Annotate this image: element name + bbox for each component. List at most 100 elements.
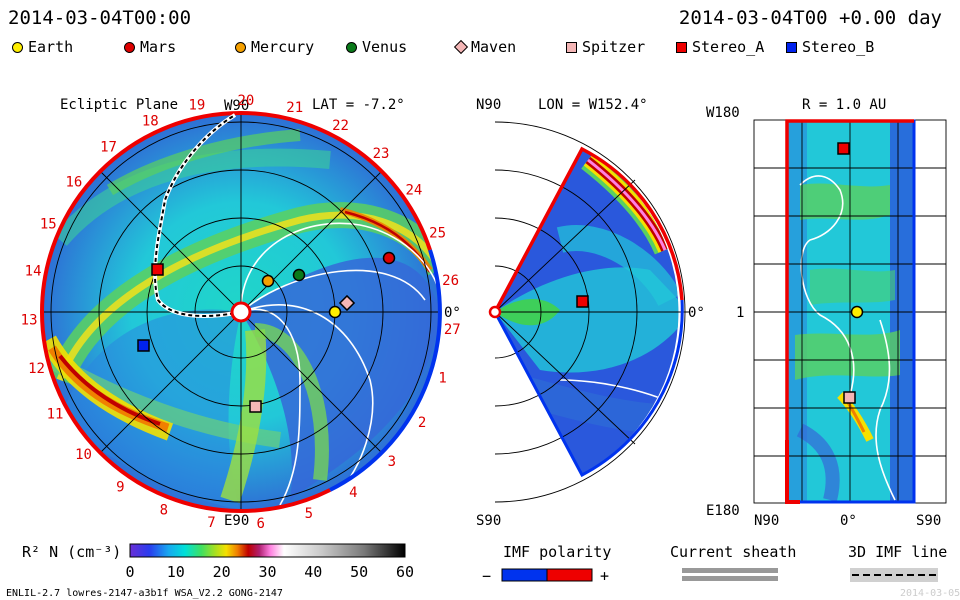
ecliptic-plane-panel: Ecliptic Plane W90 E90 0° LAT = -7.2° 19… bbox=[21, 93, 461, 532]
colorbar-tick-label: 50 bbox=[350, 563, 368, 581]
ecliptic-lat: LAT = -7.2° bbox=[312, 97, 405, 113]
spitzer-sphere-marker bbox=[843, 391, 856, 404]
current-sheath-legend: Current sheath bbox=[670, 543, 796, 581]
legend-mars: Mars bbox=[124, 38, 176, 56]
sector-label: 7 bbox=[207, 515, 215, 531]
sector-label: 22 bbox=[332, 118, 349, 134]
imf-polarity-title: IMF polarity bbox=[503, 543, 611, 561]
sector-label: 13 bbox=[21, 312, 38, 328]
legend-stereo-b: Stereo_B bbox=[786, 38, 874, 56]
sphere-mid-left-label: 1 bbox=[736, 305, 744, 321]
earth-marker-icon bbox=[12, 41, 23, 53]
meridional-bottom-label: S90 bbox=[476, 513, 501, 529]
meridional-right-label: 0° bbox=[688, 305, 705, 321]
mars-marker-icon bbox=[124, 41, 135, 53]
sector-label: 3 bbox=[388, 454, 396, 470]
legend-venus: Venus bbox=[346, 38, 407, 56]
sphere-x-mid-label: 0° bbox=[840, 513, 857, 529]
ecliptic-title: Ecliptic Plane bbox=[60, 97, 178, 113]
imf-line-legend: 3D IMF line bbox=[848, 543, 947, 582]
density-colorbar: R² N (cm⁻³) 0 10 20 30 40 50 60 bbox=[22, 543, 414, 581]
carrington-sector-labels: 19 20 212223242526271234567891011121314151… bbox=[21, 93, 461, 532]
ecliptic-bottom-label: E90 bbox=[224, 513, 249, 529]
colorbar-tick-label: 10 bbox=[167, 563, 185, 581]
model-time-left: 2014-03-04T00:00 bbox=[8, 7, 192, 29]
imf-polarity-legend: IMF polarity − + bbox=[482, 543, 611, 585]
mercury-ecliptic-marker bbox=[261, 274, 275, 288]
earth-ecliptic-marker bbox=[328, 305, 342, 319]
stereo-a-ecliptic-marker bbox=[151, 263, 164, 276]
meridional-top-label: N90 bbox=[476, 97, 501, 113]
sector-label: 8 bbox=[160, 503, 168, 519]
sector-label: 6 bbox=[256, 516, 264, 532]
sector-label: 18 bbox=[142, 113, 159, 129]
venus-ecliptic-marker bbox=[292, 268, 306, 282]
sector-label: 11 bbox=[47, 407, 64, 423]
sector-label: 23 bbox=[373, 146, 390, 162]
legend-maven: Maven bbox=[453, 38, 516, 56]
earth-sphere-marker bbox=[850, 305, 864, 319]
venus-marker-icon bbox=[346, 41, 357, 53]
colorbar-tick-label: 40 bbox=[304, 563, 322, 581]
legend-stereo-a: Stereo_A bbox=[676, 38, 764, 56]
sector-label: 26 bbox=[442, 273, 459, 289]
body-legend: Earth Mars Mercury Venus Maven Spitzer S… bbox=[8, 38, 908, 60]
mercury-marker-icon bbox=[235, 41, 246, 53]
ecliptic-top-label: W90 bbox=[224, 98, 249, 114]
sector-label: 10 bbox=[75, 447, 92, 463]
sector-label: 1 bbox=[438, 371, 446, 387]
imf-line-title: 3D IMF line bbox=[848, 543, 947, 561]
stereo-b-marker-icon bbox=[786, 41, 797, 53]
sector-label: 14 bbox=[25, 263, 42, 279]
colorbar-tick-label: 20 bbox=[213, 563, 231, 581]
imf-positive-swatch bbox=[546, 568, 593, 582]
sector-label: 19 bbox=[188, 98, 205, 114]
sphere-top-left-label: W180 bbox=[706, 105, 740, 121]
sun-meridional-icon bbox=[488, 305, 502, 319]
colorbar-label: R² N (cm⁻³) bbox=[22, 543, 121, 561]
sector-label: 27 bbox=[444, 322, 461, 338]
ecliptic-right-label: 0° bbox=[444, 305, 461, 321]
sphere-title: R = 1.0 AU bbox=[802, 97, 886, 113]
sector-label: 20 bbox=[237, 93, 254, 109]
current-sheath-title: Current sheath bbox=[670, 543, 796, 561]
sector-label: 24 bbox=[405, 182, 422, 198]
spitzer-ecliptic-marker bbox=[249, 400, 262, 413]
mars-ecliptic-marker bbox=[382, 251, 396, 265]
sphere-x-right-label: S90 bbox=[916, 513, 941, 529]
stereo-a-marker-icon bbox=[676, 41, 687, 53]
model-time-right: 2014-03-04T00 +0.00 day bbox=[678, 7, 942, 29]
maven-ecliptic-marker bbox=[338, 294, 356, 312]
sun-icon bbox=[230, 301, 252, 323]
sector-label: 12 bbox=[28, 361, 45, 377]
imf-plus-label: + bbox=[600, 567, 609, 585]
legend-mercury: Mercury bbox=[235, 38, 314, 56]
sector-label: 17 bbox=[100, 140, 117, 156]
meridional-lon: LON = W152.4° bbox=[538, 97, 648, 113]
sector-label: 25 bbox=[429, 226, 446, 242]
sector-label: 21 bbox=[286, 100, 303, 116]
colorbar-tick-label: 30 bbox=[258, 563, 276, 581]
footer-date: 2014-03-05 bbox=[900, 588, 960, 599]
sector-label: 15 bbox=[40, 217, 57, 233]
sphere-map-panel: R = 1.0 AU W180 1 E180 N90 0° S90 bbox=[706, 97, 947, 529]
legend-spitzer: Spitzer bbox=[566, 38, 645, 56]
meridional-plane-panel: N90 S90 0° LON = W152.4° bbox=[476, 97, 705, 529]
sector-label: 2 bbox=[418, 415, 426, 431]
imf-negative-swatch bbox=[501, 568, 548, 582]
spitzer-marker-icon bbox=[566, 41, 577, 53]
stereo-a-meridional-marker bbox=[576, 295, 589, 308]
colorbar-tick-label: 60 bbox=[396, 563, 414, 581]
stereo-b-ecliptic-marker bbox=[137, 339, 150, 352]
colorbar-ticks: 0 10 20 30 40 50 60 bbox=[125, 563, 414, 581]
sphere-bottom-left-label: E180 bbox=[706, 503, 740, 519]
stereo-a-sphere-marker bbox=[837, 142, 850, 155]
colorbar-tick-label: 0 bbox=[125, 563, 134, 581]
sector-label: 9 bbox=[116, 479, 124, 495]
sector-label: 4 bbox=[349, 485, 357, 501]
sector-label: 16 bbox=[65, 175, 82, 191]
sphere-x-left-label: N90 bbox=[754, 513, 779, 529]
footer-model-info: ENLIL-2.7 lowres-2147-a3b1f WSA_V2.2 GON… bbox=[6, 588, 283, 599]
sector-label: 5 bbox=[305, 506, 313, 522]
